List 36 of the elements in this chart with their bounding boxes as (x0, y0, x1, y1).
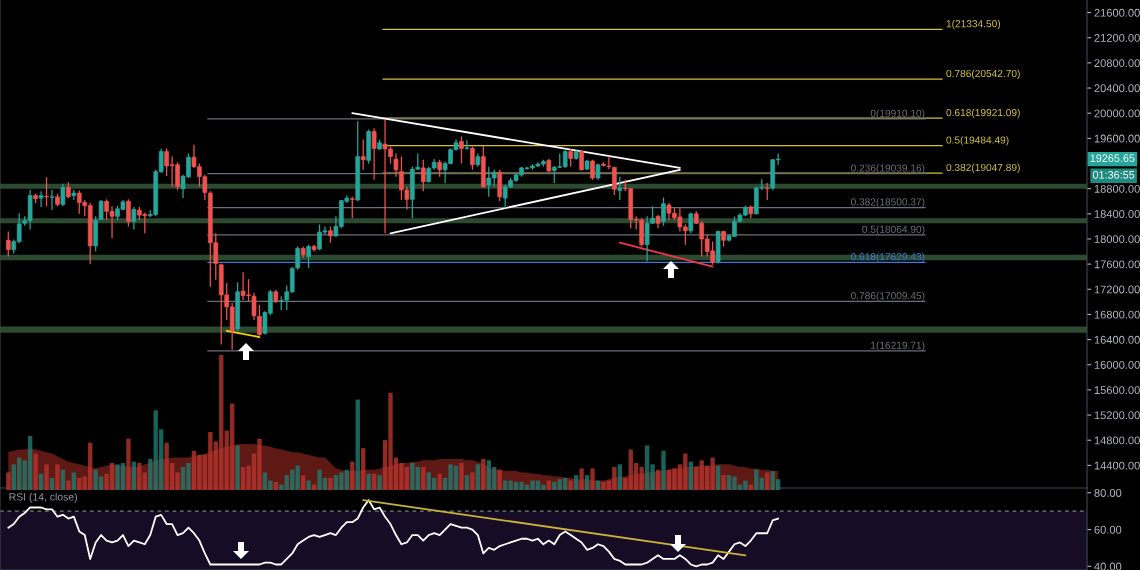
ref-line-label: 0.5(18064.90) (862, 225, 925, 235)
text: 01:36:55 (1092, 171, 1135, 179)
ref-line-label: 1(16219.71) (871, 341, 925, 351)
y-tick-label: 16000.00 (1094, 361, 1140, 369)
y-tick-label: 40.00 (1094, 562, 1122, 570)
y-tick-label: 15200.00 (1094, 411, 1140, 420)
ref-line-label: 0(19910.10) (870, 109, 925, 119)
y-tick-label: 20000.00 (1094, 109, 1140, 118)
ref-line-label: 0.786(17009.45) (850, 291, 925, 302)
ref-line-label: 0.382(18500.37) (850, 198, 925, 208)
ref-line-label: 0.618(17629.43) (850, 252, 925, 263)
y-tick-label: 80.00 (1094, 489, 1122, 497)
y-tick-label: 60.00 (1094, 525, 1122, 534)
y-tick-label: 18800.00 (1094, 184, 1140, 193)
ref-line-label: 0.5(19484.49) (946, 136, 1009, 146)
y-tick-label: 18000.00 (1094, 235, 1140, 244)
ref-line-label: 1(21334.50) (946, 19, 1001, 30)
y-tick-label: 20400.00 (1094, 84, 1140, 93)
chart-title: RSI (14, close) (9, 492, 77, 503)
y-tick-label: 21600.00 (1094, 8, 1140, 17)
y-tick-label: 17200.00 (1094, 285, 1140, 294)
y-tick-label: 21200.00 (1094, 34, 1140, 42)
y-tick-label: 14800.00 (1094, 436, 1140, 445)
y-tick-label: 14400.00 (1094, 461, 1140, 470)
ref-line-label: 0.786(20542.70) (946, 69, 1020, 80)
y-tick-label: 18400.00 (1094, 210, 1140, 218)
ref-line-label: 0.382(19047.89) (946, 163, 1020, 174)
y-tick-label: 19600.00 (1094, 134, 1140, 143)
y-tick-label: 20800.00 (1094, 59, 1140, 68)
ref-line-label: 0.236(19039.16) (850, 164, 925, 174)
y-tick-label: 16800.00 (1094, 310, 1140, 319)
y-tick-label: 15600.00 (1094, 386, 1140, 395)
y-tick-label: 17600.00 (1094, 260, 1140, 269)
ref-line-label: 0.618(19921.09) (946, 108, 1020, 119)
y-tick-label: 16400.00 (1094, 335, 1140, 344)
text: 19265.65 (1090, 154, 1135, 163)
